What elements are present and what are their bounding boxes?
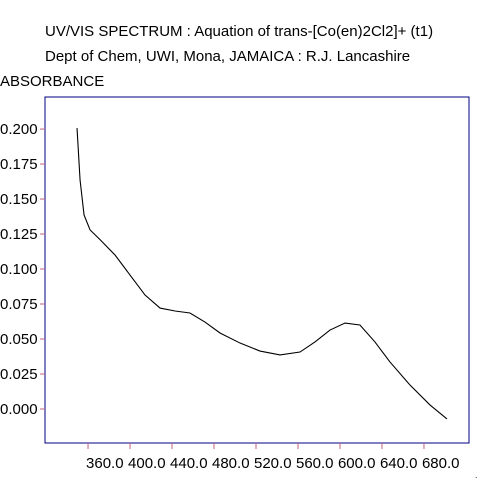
x-tick-label: 360.0	[86, 455, 124, 472]
y-tick-label: 0.150	[0, 191, 38, 208]
x-tick-label: 560.0	[296, 455, 334, 472]
chart-subtitle: Dept of Chem, UWI, Mona, JAMAICA : R.J. …	[45, 48, 410, 65]
y-tick-label: 0.050	[0, 331, 38, 348]
x-tick-label: 680.0	[422, 455, 460, 472]
x-tick-label: 440.0	[170, 455, 208, 472]
y-tick-label: 0.075	[0, 296, 38, 313]
y-tick-label: 0.000	[0, 401, 38, 418]
x-tick-label: 600.0	[338, 455, 376, 472]
x-tick-label: 400.0	[128, 455, 166, 472]
x-tick-label: 640.0	[380, 455, 418, 472]
y-tick-label: 0.200	[0, 121, 38, 138]
x-tick-label: 480.0	[212, 455, 250, 472]
x-tick-label: 520.0	[254, 455, 292, 472]
y-tick-label: 0.100	[0, 261, 38, 278]
spectrum-line	[76, 128, 448, 420]
y-axis-label: ABSORBANCE	[0, 73, 104, 90]
plot-frame	[44, 96, 470, 444]
y-tick-label: 0.175	[0, 156, 38, 173]
y-tick-label: 0.125	[0, 226, 38, 243]
y-tick-label: 0.025	[0, 366, 38, 383]
chart-title: UV/VIS SPECTRUM : Aquation of trans-[Co(…	[45, 23, 433, 40]
x-axis-label: nanometers	[420, 474, 489, 478]
